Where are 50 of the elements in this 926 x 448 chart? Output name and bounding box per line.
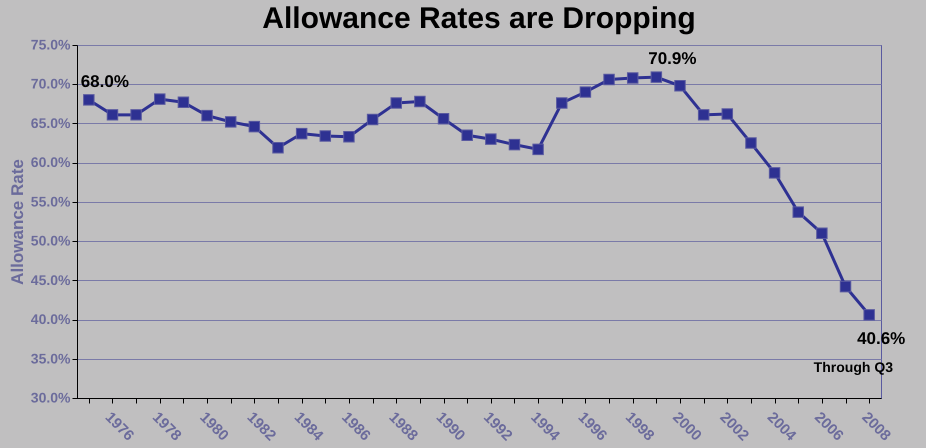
point xyxy=(438,112,450,124)
y-tick-label: 35.0% xyxy=(30,350,72,366)
point xyxy=(178,96,190,108)
point xyxy=(768,167,780,179)
point xyxy=(863,309,875,321)
point xyxy=(580,86,592,98)
point xyxy=(248,120,260,132)
chart-title: Allowance Rates are Dropping xyxy=(262,2,696,35)
data-label: 40.6% xyxy=(857,328,906,348)
point xyxy=(130,109,142,121)
point xyxy=(745,137,757,149)
point xyxy=(83,94,95,106)
point xyxy=(154,93,166,105)
y-tick-label: 50.0% xyxy=(30,232,72,249)
point xyxy=(414,96,426,108)
annotation: Through Q3 xyxy=(814,358,894,375)
point xyxy=(485,133,497,145)
point xyxy=(698,109,710,121)
point xyxy=(816,228,828,240)
point xyxy=(272,142,284,154)
point xyxy=(792,206,804,218)
point xyxy=(461,129,473,141)
y-tick-label: 30.0% xyxy=(30,390,72,406)
point xyxy=(603,74,615,86)
y-tick-label: 60.0% xyxy=(30,154,72,170)
point xyxy=(224,116,236,128)
point xyxy=(508,138,520,150)
data-label: 68.0% xyxy=(80,72,129,91)
y-tick-label: 55.0% xyxy=(30,193,72,210)
y-axis-title: Allowance Rate xyxy=(8,159,27,285)
y-tick-label: 40.0% xyxy=(30,311,72,328)
y-tick-label: 75.0% xyxy=(30,36,72,52)
point xyxy=(366,114,378,126)
point xyxy=(296,128,308,140)
point xyxy=(722,108,734,120)
point xyxy=(390,97,402,109)
point xyxy=(320,130,332,142)
point xyxy=(674,80,686,92)
y-tick-label: 45.0% xyxy=(30,272,72,288)
point xyxy=(650,71,662,83)
point xyxy=(532,144,544,156)
data-label: 70.9% xyxy=(648,49,696,68)
point xyxy=(840,280,852,292)
y-tick-label: 65.0% xyxy=(30,114,72,131)
y-tick-label: 70.0% xyxy=(30,76,72,92)
point xyxy=(106,109,118,121)
point xyxy=(626,72,638,84)
point xyxy=(201,110,213,122)
point xyxy=(556,97,568,109)
point xyxy=(343,131,355,143)
